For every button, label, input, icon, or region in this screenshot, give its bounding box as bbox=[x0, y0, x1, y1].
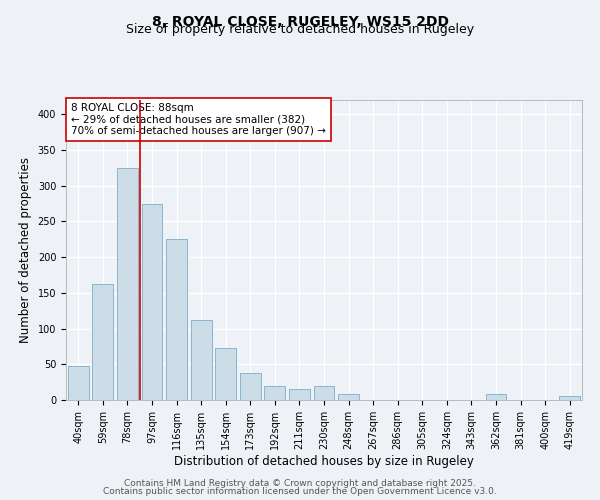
Text: Contains public sector information licensed under the Open Government Licence v3: Contains public sector information licen… bbox=[103, 487, 497, 496]
Bar bbox=[314, 386, 334, 400]
Bar bbox=[166, 240, 187, 400]
Bar bbox=[92, 284, 113, 400]
Bar bbox=[485, 394, 506, 400]
Bar bbox=[338, 394, 359, 400]
Bar bbox=[191, 320, 212, 400]
Bar bbox=[142, 204, 163, 400]
Text: Contains HM Land Registry data © Crown copyright and database right 2025.: Contains HM Land Registry data © Crown c… bbox=[124, 478, 476, 488]
Text: Size of property relative to detached houses in Rugeley: Size of property relative to detached ho… bbox=[126, 22, 474, 36]
Text: 8, ROYAL CLOSE, RUGELEY, WS15 2DD: 8, ROYAL CLOSE, RUGELEY, WS15 2DD bbox=[151, 15, 449, 29]
X-axis label: Distribution of detached houses by size in Rugeley: Distribution of detached houses by size … bbox=[174, 454, 474, 468]
Bar bbox=[215, 348, 236, 400]
Bar bbox=[240, 373, 261, 400]
Text: 8 ROYAL CLOSE: 88sqm
← 29% of detached houses are smaller (382)
70% of semi-deta: 8 ROYAL CLOSE: 88sqm ← 29% of detached h… bbox=[71, 103, 326, 136]
Bar bbox=[265, 386, 286, 400]
Bar bbox=[559, 396, 580, 400]
Bar bbox=[68, 366, 89, 400]
Y-axis label: Number of detached properties: Number of detached properties bbox=[19, 157, 32, 343]
Bar bbox=[289, 390, 310, 400]
Bar bbox=[117, 168, 138, 400]
